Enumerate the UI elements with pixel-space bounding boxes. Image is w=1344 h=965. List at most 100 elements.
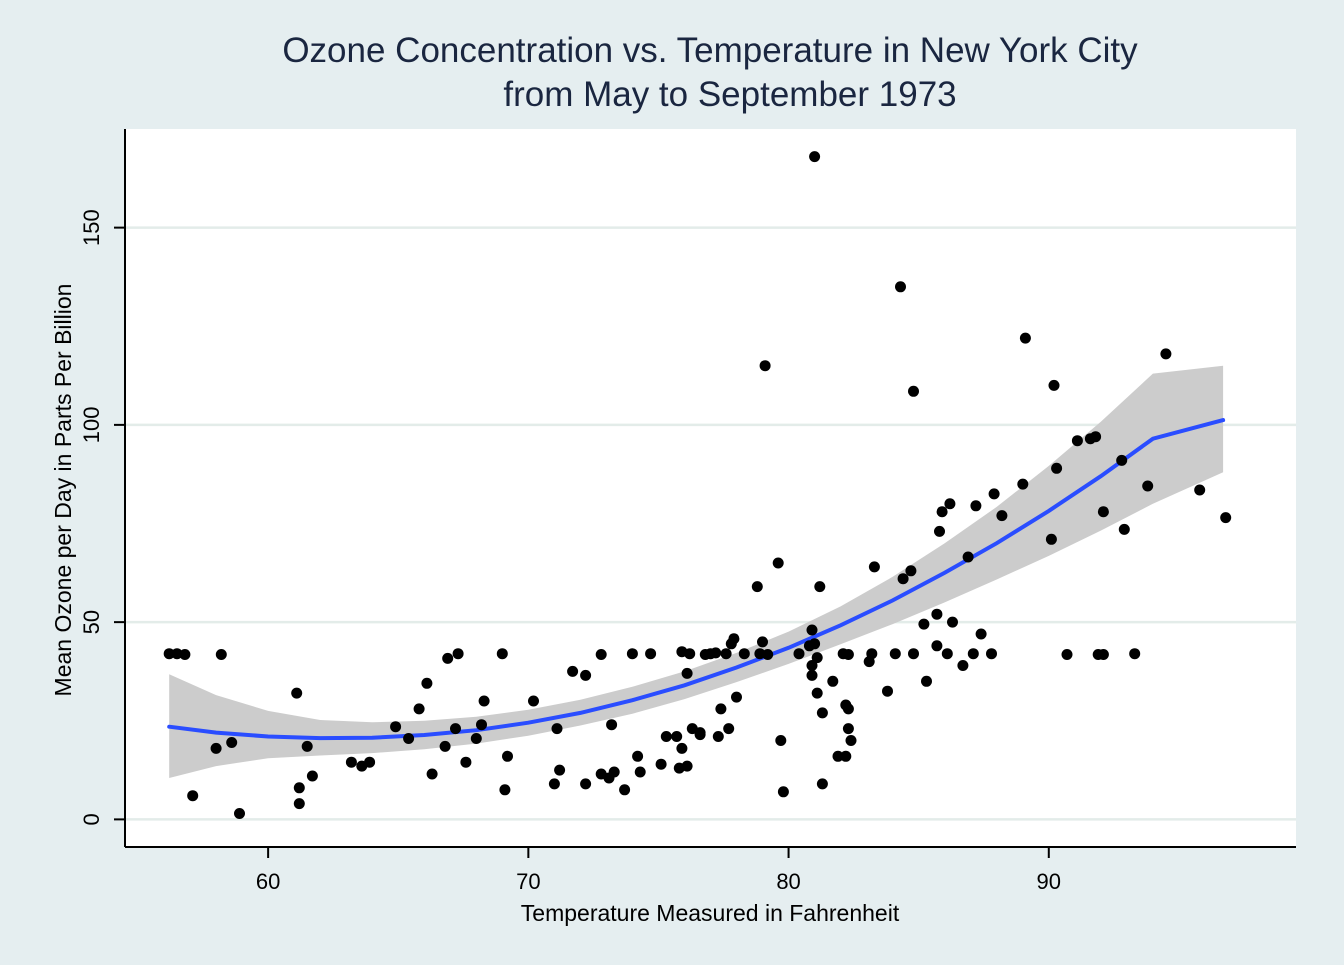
data-point [970, 500, 982, 512]
data-point [1061, 649, 1073, 660]
data-point [293, 782, 305, 794]
data-point [918, 618, 930, 630]
data-point [710, 647, 722, 659]
data-point [728, 633, 740, 645]
data-point [210, 742, 222, 754]
data-point [413, 703, 425, 715]
data-points [163, 151, 1232, 819]
data-point [944, 498, 956, 510]
data-point [496, 648, 508, 660]
data-point [996, 510, 1008, 522]
data-point [476, 719, 487, 731]
data-point [439, 740, 451, 752]
data-point [390, 721, 402, 733]
data-point [905, 565, 917, 577]
data-point [775, 735, 787, 746]
data-point [655, 758, 667, 770]
data-point [762, 649, 774, 660]
data-point [567, 665, 579, 677]
data-point [806, 660, 818, 671]
data-point [827, 675, 839, 687]
data-point [1220, 512, 1232, 524]
data-point [421, 677, 433, 689]
data-point [988, 488, 1000, 500]
chart-subtitle: from May to September 1973 [503, 75, 956, 114]
data-point [712, 731, 724, 742]
chart-title: Ozone Concentration vs. Temperature in N… [282, 31, 1138, 70]
data-point [967, 648, 979, 660]
y-axis-label: Mean Ozone per Day in Parts Per Billion [50, 284, 76, 697]
data-point [751, 581, 763, 593]
data-point [1194, 484, 1206, 496]
data-point [452, 648, 464, 660]
data-point [1116, 454, 1128, 466]
data-point [934, 525, 945, 537]
data-point [738, 648, 750, 660]
data-point [608, 766, 620, 778]
data-point [301, 740, 313, 752]
data-point [941, 648, 953, 660]
data-point [171, 648, 183, 660]
data-point [777, 786, 789, 798]
data-point [499, 784, 511, 796]
data-point [634, 766, 646, 778]
data-point [806, 624, 818, 636]
data-point [293, 798, 305, 810]
data-point [897, 573, 909, 585]
data-point [936, 506, 948, 518]
data-point [548, 778, 560, 790]
data-point [1090, 431, 1102, 443]
data-point [580, 669, 592, 681]
data-point [1017, 478, 1029, 490]
fit-line [167, 418, 1226, 741]
data-point [806, 669, 818, 681]
data-point [234, 808, 245, 819]
data-point [226, 737, 238, 748]
data-point [816, 778, 828, 790]
data-point [962, 551, 974, 563]
data-point [660, 731, 672, 742]
data-point [845, 735, 857, 746]
data-point [842, 703, 854, 715]
data-point [580, 778, 592, 790]
data-point [478, 695, 490, 707]
x-tick-label: 80 [776, 869, 800, 894]
data-point [345, 756, 357, 768]
data-point [1019, 332, 1031, 344]
data-point [908, 648, 919, 660]
data-point [619, 784, 631, 796]
x-tick-label: 90 [1037, 869, 1061, 894]
data-point [809, 638, 821, 650]
data-point [1097, 506, 1109, 518]
data-point [1045, 533, 1057, 545]
data-point [306, 770, 318, 782]
data-point [811, 652, 823, 664]
data-point [671, 731, 683, 742]
data-point [1051, 462, 1063, 474]
y-tick-label: 50 [79, 610, 104, 634]
data-point [757, 636, 768, 648]
data-point [957, 660, 969, 671]
data-point [816, 707, 828, 719]
data-point [606, 719, 618, 731]
data-point [809, 151, 821, 163]
data-point [1129, 648, 1141, 660]
data-point [595, 649, 607, 660]
data-point [931, 608, 943, 620]
data-point [403, 733, 415, 744]
data-point [554, 764, 566, 776]
data-point [986, 648, 997, 660]
data-point [759, 360, 771, 372]
data-point [364, 756, 376, 768]
fit-line-layer [167, 418, 1226, 741]
data-point [793, 648, 805, 660]
data-point [1071, 435, 1083, 447]
data-point [882, 685, 893, 697]
data-point [470, 733, 482, 744]
data-point [715, 703, 727, 715]
data-point [645, 648, 657, 660]
data-point [450, 723, 461, 735]
x-axis-ticks: 60 70 80 90 [256, 847, 1061, 894]
data-point [1142, 480, 1154, 492]
